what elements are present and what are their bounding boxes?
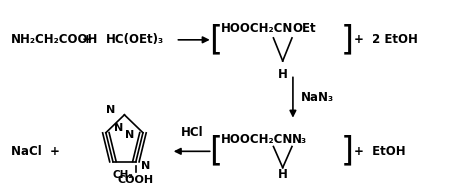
Text: CH₂: CH₂: [113, 170, 134, 180]
Text: COOH: COOH: [118, 175, 154, 185]
Text: [: [: [209, 135, 222, 168]
Text: +  2 EtOH: + 2 EtOH: [354, 33, 418, 46]
Text: OEt: OEt: [292, 22, 316, 35]
Text: HOOCH₂CN: HOOCH₂CN: [221, 22, 293, 35]
Text: N: N: [114, 123, 123, 133]
Text: NaCl  +: NaCl +: [11, 145, 60, 158]
Text: +  EtOH: + EtOH: [354, 145, 406, 158]
Text: N: N: [125, 130, 134, 140]
Text: H: H: [278, 168, 288, 181]
Text: HOOCH₂CN: HOOCH₂CN: [221, 133, 293, 146]
Text: +: +: [82, 33, 92, 46]
Text: ]: ]: [341, 23, 354, 56]
Text: [: [: [209, 23, 222, 56]
Text: HCl: HCl: [180, 126, 203, 139]
Text: N: N: [106, 105, 115, 115]
Text: ]: ]: [341, 135, 354, 168]
Text: N₃: N₃: [292, 133, 307, 146]
Text: N: N: [142, 161, 151, 171]
Text: H: H: [278, 68, 288, 81]
Text: HC(OEt)₃: HC(OEt)₃: [106, 33, 164, 46]
Text: NaN₃: NaN₃: [301, 91, 334, 104]
Text: NH₂CH₂COOH: NH₂CH₂COOH: [11, 33, 98, 46]
